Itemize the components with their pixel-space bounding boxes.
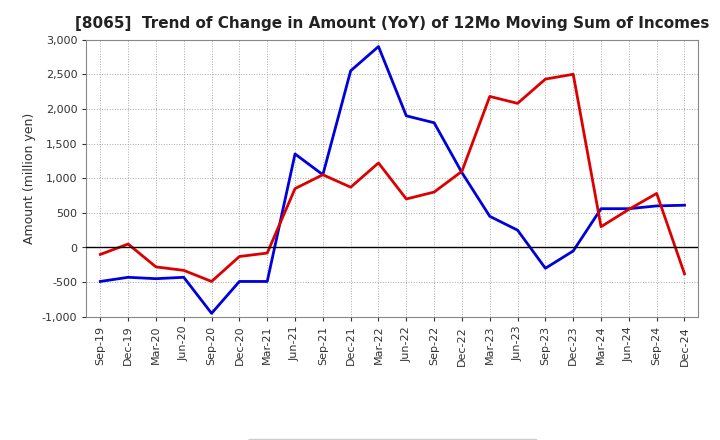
- Net Income: [597, 224, 606, 229]
- Net Income: [680, 271, 689, 276]
- Net Income: [318, 172, 327, 177]
- Net Income: [291, 186, 300, 191]
- Ordinary Income: [318, 172, 327, 177]
- Net Income: [263, 250, 271, 256]
- Ordinary Income: [652, 203, 661, 209]
- Net Income: [652, 191, 661, 196]
- Ordinary Income: [458, 170, 467, 175]
- Ordinary Income: [263, 279, 271, 284]
- Ordinary Income: [541, 266, 550, 271]
- Net Income: [402, 196, 410, 202]
- Ordinary Income: [430, 120, 438, 125]
- Net Income: [430, 189, 438, 194]
- Ordinary Income: [569, 248, 577, 253]
- Net Income: [541, 77, 550, 82]
- Line: Net Income: Net Income: [100, 74, 685, 282]
- Net Income: [235, 254, 243, 259]
- Net Income: [124, 242, 132, 247]
- Y-axis label: Amount (million yen): Amount (million yen): [23, 113, 36, 244]
- Ordinary Income: [179, 275, 188, 280]
- Ordinary Income: [374, 44, 383, 49]
- Ordinary Income: [291, 151, 300, 157]
- Net Income: [458, 169, 467, 174]
- Net Income: [485, 94, 494, 99]
- Ordinary Income: [513, 227, 522, 233]
- Line: Ordinary Income: Ordinary Income: [100, 47, 685, 313]
- Ordinary Income: [402, 113, 410, 118]
- Ordinary Income: [485, 214, 494, 219]
- Net Income: [152, 264, 161, 270]
- Net Income: [96, 252, 104, 257]
- Ordinary Income: [624, 206, 633, 211]
- Net Income: [513, 101, 522, 106]
- Net Income: [207, 279, 216, 284]
- Ordinary Income: [346, 68, 355, 73]
- Net Income: [569, 72, 577, 77]
- Ordinary Income: [124, 275, 132, 280]
- Ordinary Income: [235, 279, 243, 284]
- Net Income: [179, 268, 188, 273]
- Title: [8065]  Trend of Change in Amount (YoY) of 12Mo Moving Sum of Incomes: [8065] Trend of Change in Amount (YoY) o…: [75, 16, 710, 32]
- Ordinary Income: [207, 311, 216, 316]
- Ordinary Income: [680, 202, 689, 208]
- Ordinary Income: [152, 276, 161, 281]
- Net Income: [624, 207, 633, 212]
- Ordinary Income: [597, 206, 606, 211]
- Net Income: [374, 160, 383, 165]
- Net Income: [346, 184, 355, 190]
- Ordinary Income: [96, 279, 104, 284]
